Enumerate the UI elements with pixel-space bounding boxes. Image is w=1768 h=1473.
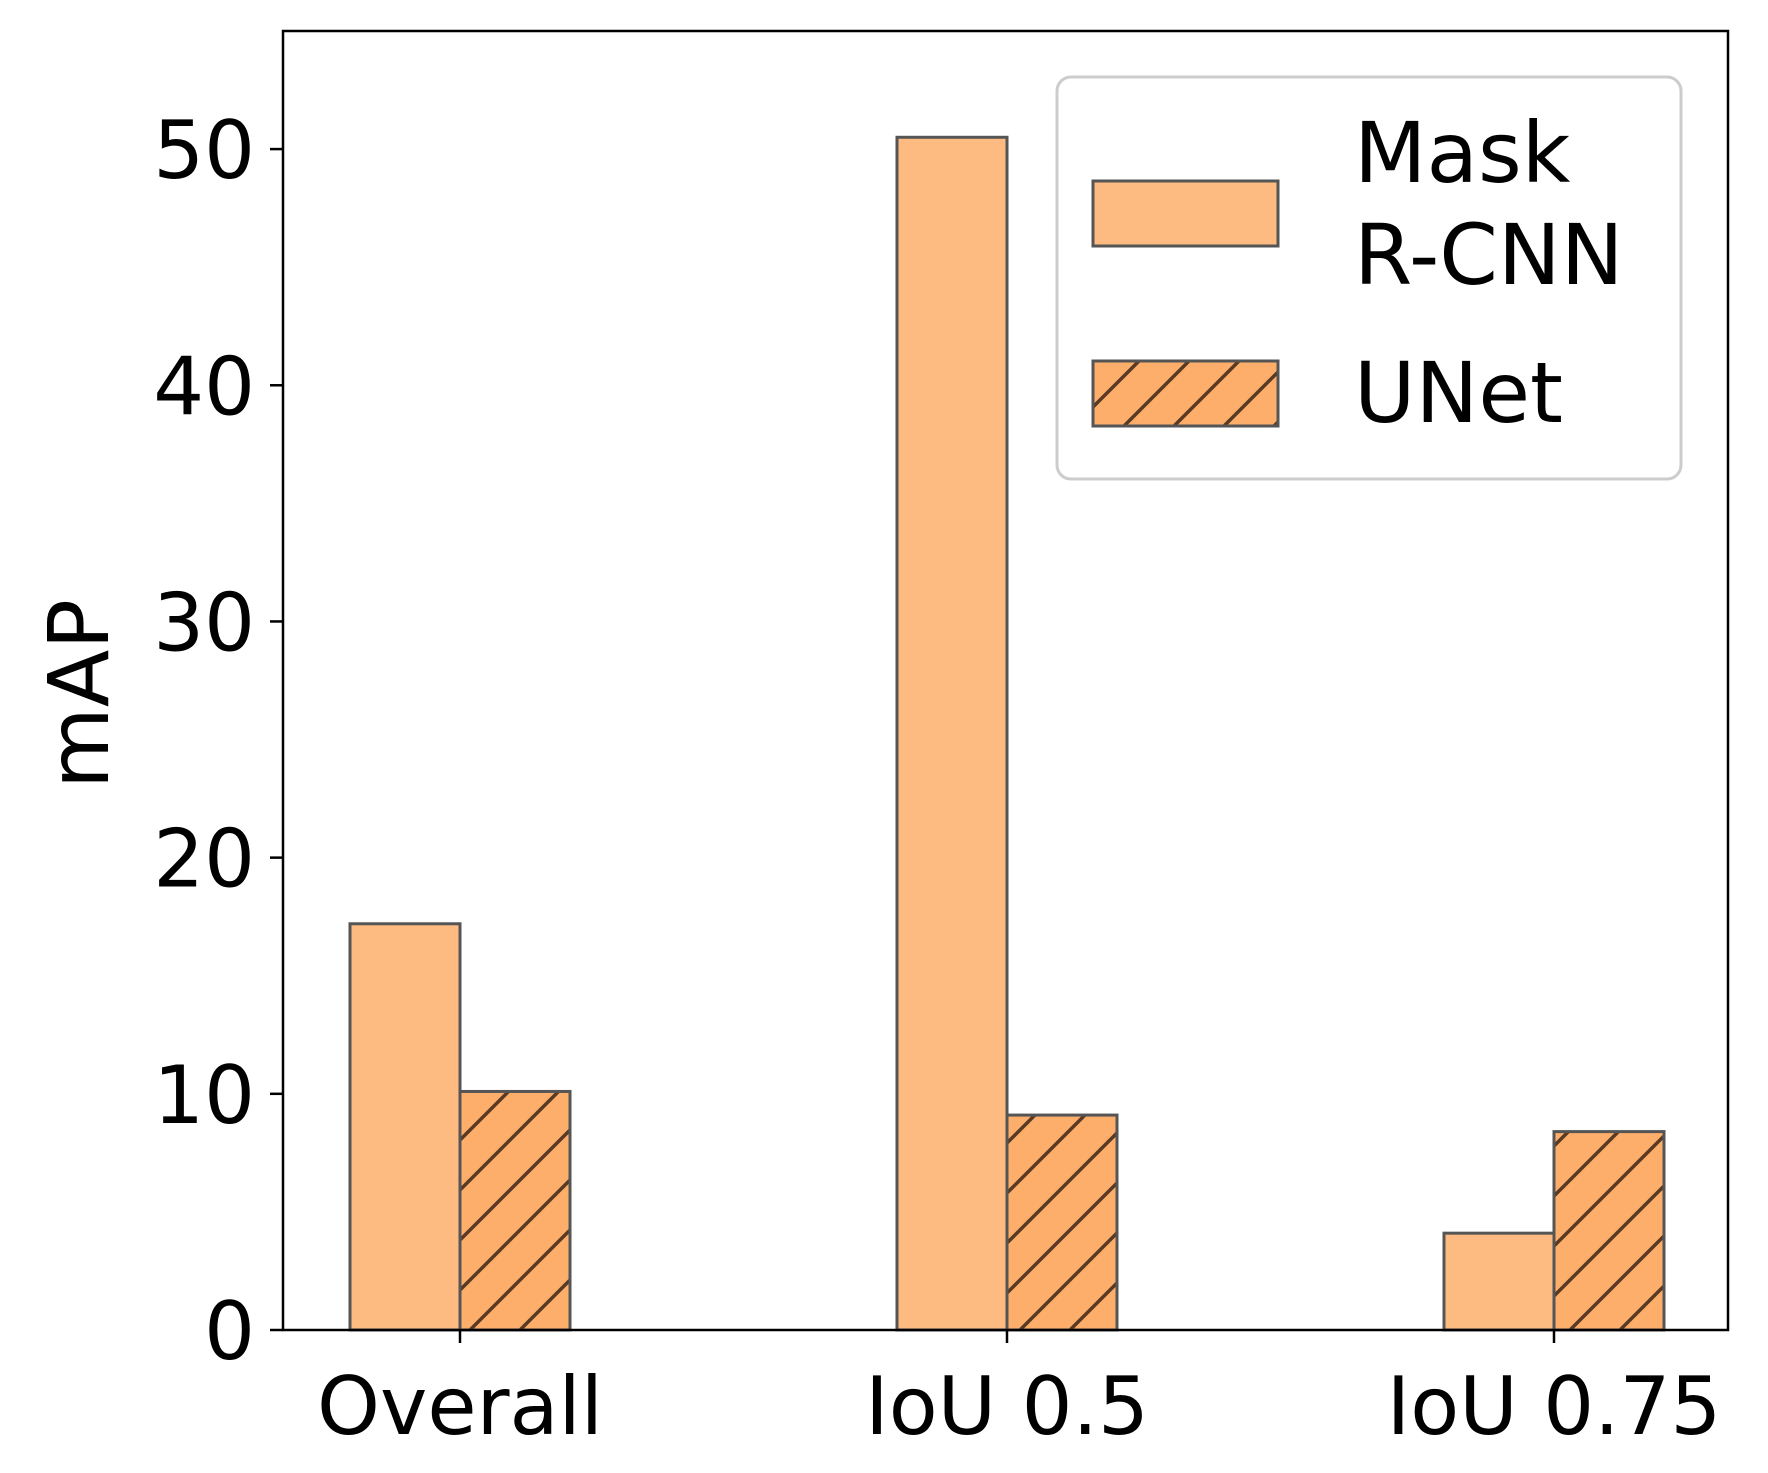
bar-mask-r-cnn-iou-0-75 bbox=[1442, 1231, 1556, 1332]
x-tick-label: Overall bbox=[317, 1360, 603, 1453]
x-tick-label: IoU 0.5 bbox=[865, 1360, 1149, 1453]
y-tick-label: 0 bbox=[204, 1285, 255, 1378]
bars-group bbox=[348, 135, 1666, 1332]
y-tick-label: 40 bbox=[153, 340, 255, 433]
bar-mask-r-cnn-iou-0-5 bbox=[895, 135, 1009, 1332]
y-tick-label: 10 bbox=[153, 1049, 255, 1142]
legend-label: R-CNN bbox=[1354, 206, 1624, 304]
bar-mask-r-cnn-overall bbox=[348, 922, 462, 1332]
axes-frame bbox=[281, 29, 1730, 1332]
legend-swatch-unet bbox=[1091, 359, 1280, 428]
x-tick-label: IoU 0.75 bbox=[1387, 1360, 1722, 1453]
y-tick-label: 50 bbox=[153, 104, 255, 197]
plot-area bbox=[281, 29, 1730, 1332]
bar-unet-iou-0-75 bbox=[1552, 1130, 1666, 1332]
legend-label: UNet bbox=[1354, 344, 1563, 442]
y-tick-label: 30 bbox=[153, 576, 255, 669]
y-axis: 0 10 20 30 40 50 bbox=[153, 104, 283, 1378]
y-axis-label: mAP bbox=[30, 599, 128, 789]
y-tick-label: 20 bbox=[153, 813, 255, 906]
legend-swatch-mask-r-cnn bbox=[1091, 179, 1280, 248]
x-axis: Overall IoU 0.5 IoU 0.75 bbox=[317, 1330, 1721, 1453]
bar-unet-iou-0-5 bbox=[1005, 1113, 1119, 1332]
legend-label: Mask bbox=[1354, 104, 1571, 202]
bar-unet-overall bbox=[458, 1089, 572, 1332]
